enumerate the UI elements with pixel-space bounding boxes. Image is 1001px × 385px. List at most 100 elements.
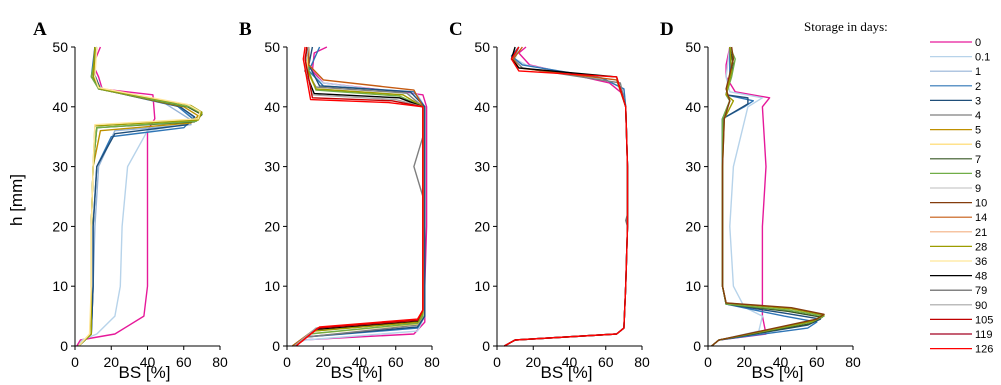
legend-entry: 14	[975, 212, 987, 224]
legend-entry: 1	[975, 66, 981, 78]
panel-label: B	[239, 19, 252, 40]
y-tick-label: 30	[474, 159, 490, 175]
y-axis-label: h [mm]	[7, 174, 26, 226]
y-tick-label: 50	[52, 39, 68, 55]
panel-B: 0 10 20 30 40 50 0 20 40 60 80 BS [%] B	[239, 19, 440, 382]
legend-entry: 2	[975, 81, 981, 93]
legend-entry: 0	[975, 37, 981, 49]
x-tick-label: 60	[598, 354, 614, 370]
y-tick-label: 20	[52, 218, 68, 234]
x-tick-label: 60	[809, 354, 825, 370]
y-tick-label: 50	[474, 39, 490, 55]
y-tick-label: 50	[685, 39, 701, 55]
legend-entry: 48	[975, 271, 987, 283]
legend-entry: 79	[975, 285, 987, 297]
series-line-C-48	[503, 46, 629, 347]
series-line-A-0.1	[78, 46, 196, 347]
x-tick-label: 80	[845, 354, 861, 370]
series-line-C-126	[503, 46, 629, 347]
series-line-C-2	[503, 46, 629, 347]
x-tick-label: 20	[525, 354, 541, 370]
y-tick-label: 20	[264, 218, 280, 234]
x-tick-label: 60	[176, 354, 192, 370]
panel-label: D	[660, 19, 674, 40]
legend-entry: 10	[975, 198, 987, 210]
legend-entry: 3	[975, 95, 981, 107]
x-tick-label: 40	[773, 354, 789, 370]
y-tick-label: 10	[264, 278, 280, 294]
x-tick-label: 40	[352, 354, 368, 370]
y-tick-label: 30	[264, 159, 280, 175]
legend-entry: 36	[975, 256, 987, 268]
y-tick-label: 10	[474, 278, 490, 294]
series-line-D-7	[711, 46, 823, 347]
legend-entry: 5	[975, 125, 981, 137]
legend-entry: 8	[975, 168, 981, 180]
x-tick-label: 40	[140, 354, 156, 370]
x-axis-label: BS [%]	[752, 363, 804, 382]
y-tick-label: 0	[60, 338, 68, 354]
y-tick-label: 20	[474, 218, 490, 234]
series-line-B-3	[291, 46, 426, 347]
x-tick-label: 80	[634, 354, 650, 370]
series-line-A-3	[78, 46, 196, 347]
chart-panels: 0 10 20 30 40 50 0 20 40 60 80 BS [%] A 0 10 20 30 40 50 0 2…	[33, 19, 861, 382]
x-axis-label: BS [%]	[331, 363, 383, 382]
legend-entry: 4	[975, 110, 981, 122]
x-axis-label: BS [%]	[541, 363, 593, 382]
x-tick-label: 20	[103, 354, 119, 370]
y-tick-label: 40	[685, 99, 701, 115]
legend-entry: 105	[975, 314, 993, 326]
x-tick-label: 0	[71, 354, 79, 370]
legend-title: Storage in days:	[804, 19, 888, 34]
y-tick-label: 50	[264, 39, 280, 55]
series-line-D-8	[711, 46, 825, 347]
series-line-A-36	[78, 46, 201, 347]
legend-entry: 0.1	[975, 52, 990, 64]
y-tick-label: 0	[482, 338, 490, 354]
x-tick-label: 20	[315, 354, 331, 370]
x-tick-label: 60	[388, 354, 404, 370]
legend-entry: 90	[975, 300, 987, 312]
panel-D: 0 10 20 30 40 50 0 20 40 60 80 BS [%] D	[660, 19, 861, 382]
series-line-C-0	[503, 46, 629, 347]
legend-entry: 9	[975, 183, 981, 195]
panel-A: 0 10 20 30 40 50 0 20 40 60 80 BS [%] A	[33, 19, 228, 382]
panel-label: A	[33, 19, 47, 40]
x-tick-label: 40	[562, 354, 578, 370]
panel-C: 0 10 20 30 40 50 0 20 40 60 80 BS [%] C	[449, 19, 650, 382]
legend-entry: 21	[975, 227, 987, 239]
x-tick-label: 80	[212, 354, 228, 370]
series-line-C-4	[503, 46, 629, 347]
legend-entry: 7	[975, 154, 981, 166]
x-tick-label: 20	[736, 354, 752, 370]
legend-entry: 6	[975, 139, 981, 151]
y-tick-label: 30	[685, 159, 701, 175]
y-tick-label: 20	[685, 218, 701, 234]
x-tick-label: 80	[424, 354, 440, 370]
y-tick-label: 10	[52, 278, 68, 294]
x-tick-label: 0	[704, 354, 712, 370]
legend-entry: 28	[975, 241, 987, 253]
y-tick-label: 40	[52, 99, 68, 115]
legend-entry: 119	[975, 329, 993, 341]
series-line-D-3	[711, 46, 822, 347]
y-tick-label: 0	[693, 338, 701, 354]
series-line-B-126	[295, 46, 424, 347]
y-tick-label: 10	[685, 278, 701, 294]
series-line-D-28	[711, 46, 825, 347]
series-line-D-10	[711, 46, 825, 347]
y-tick-label: 30	[52, 159, 68, 175]
x-tick-label: 0	[283, 354, 291, 370]
y-tick-label: 40	[264, 99, 280, 115]
y-tick-label: 0	[272, 338, 280, 354]
y-tick-label: 40	[474, 99, 490, 115]
x-tick-label: 0	[493, 354, 501, 370]
legend: Storage in days: 0 0.1 1 2 3 4 5 6 7 8 9 10 14 21 28 36…	[804, 19, 993, 356]
series-line-A-2	[78, 46, 194, 347]
x-axis-label: BS [%]	[119, 363, 171, 382]
series-line-C-14	[503, 46, 629, 347]
series-line-C-0.1	[503, 46, 629, 347]
legend-entry: 126	[975, 344, 993, 356]
